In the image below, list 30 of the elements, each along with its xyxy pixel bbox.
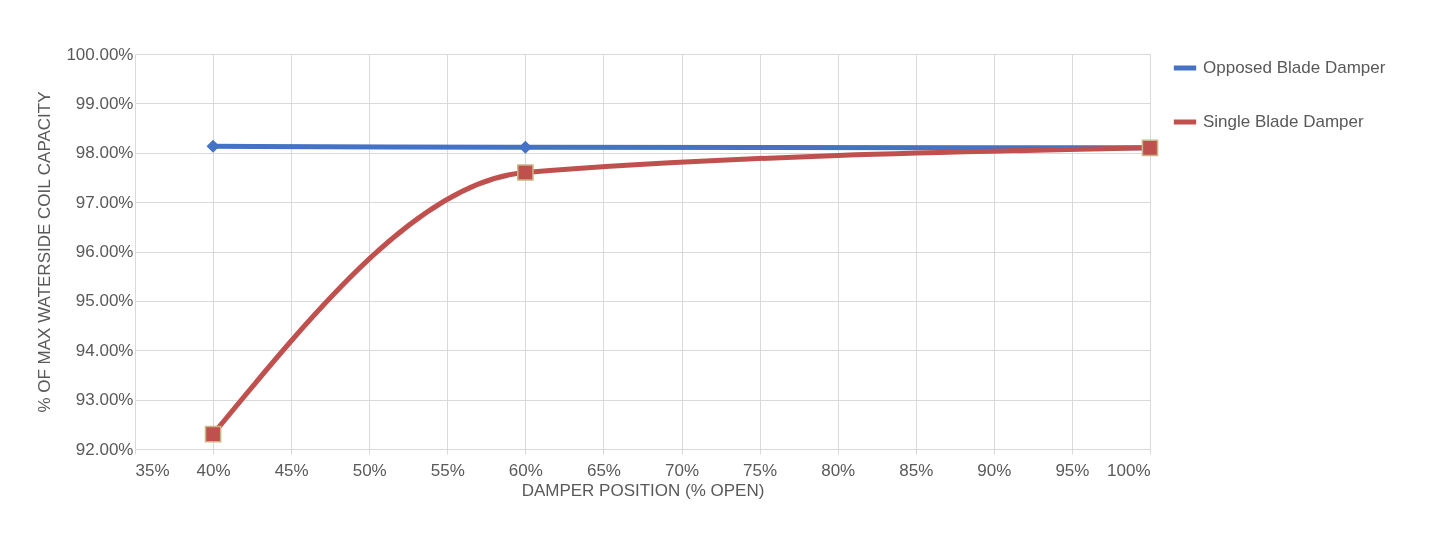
x-axis-title: DAMPER POSITION (% OPEN) — [521, 480, 765, 500]
point — [206, 140, 220, 153]
y-tick-label: 95.00% — [75, 291, 134, 311]
point — [517, 164, 534, 181]
x-tick-label: 85% — [899, 460, 934, 480]
point — [204, 425, 222, 443]
y-tick-label: 93.00% — [75, 390, 134, 410]
x-tick-label: 55% — [430, 460, 465, 480]
y-tick-label: 97.00% — [75, 192, 134, 212]
y-tick-label: 96.00% — [75, 242, 134, 261]
x-tick-label: 45% — [274, 460, 309, 480]
y-tick-label: 92.00% — [75, 439, 134, 459]
x-tick-label: 50% — [352, 460, 387, 480]
legend-label: Single Blade Damper — [1203, 112, 1364, 131]
x-tick-label: 80% — [821, 460, 856, 480]
x-tick-label: 65% — [586, 460, 621, 480]
x-tick-label: 40% — [196, 460, 231, 480]
y-tick-label: 99.00% — [75, 93, 134, 113]
x-tick-label: 60% — [508, 460, 543, 480]
x-tick-label: 70% — [665, 460, 700, 480]
y-tick-label: 94.00% — [75, 340, 134, 360]
x-tick-label: 100% — [1107, 460, 1151, 480]
x-tick-label: 90% — [977, 460, 1012, 480]
y-tick-label: 98.00% — [75, 143, 134, 163]
y-axis-title: % OF MAX WATERSIDE COIL CAPACITY — [35, 91, 55, 413]
legend-label: Opposed Blade Damper — [1203, 58, 1386, 77]
x-tick-label: 75% — [743, 460, 778, 480]
y-tick-label: 100.00% — [66, 44, 134, 64]
x-tick-label: 35% — [135, 460, 170, 480]
x-tick-label: 95% — [1055, 460, 1090, 480]
